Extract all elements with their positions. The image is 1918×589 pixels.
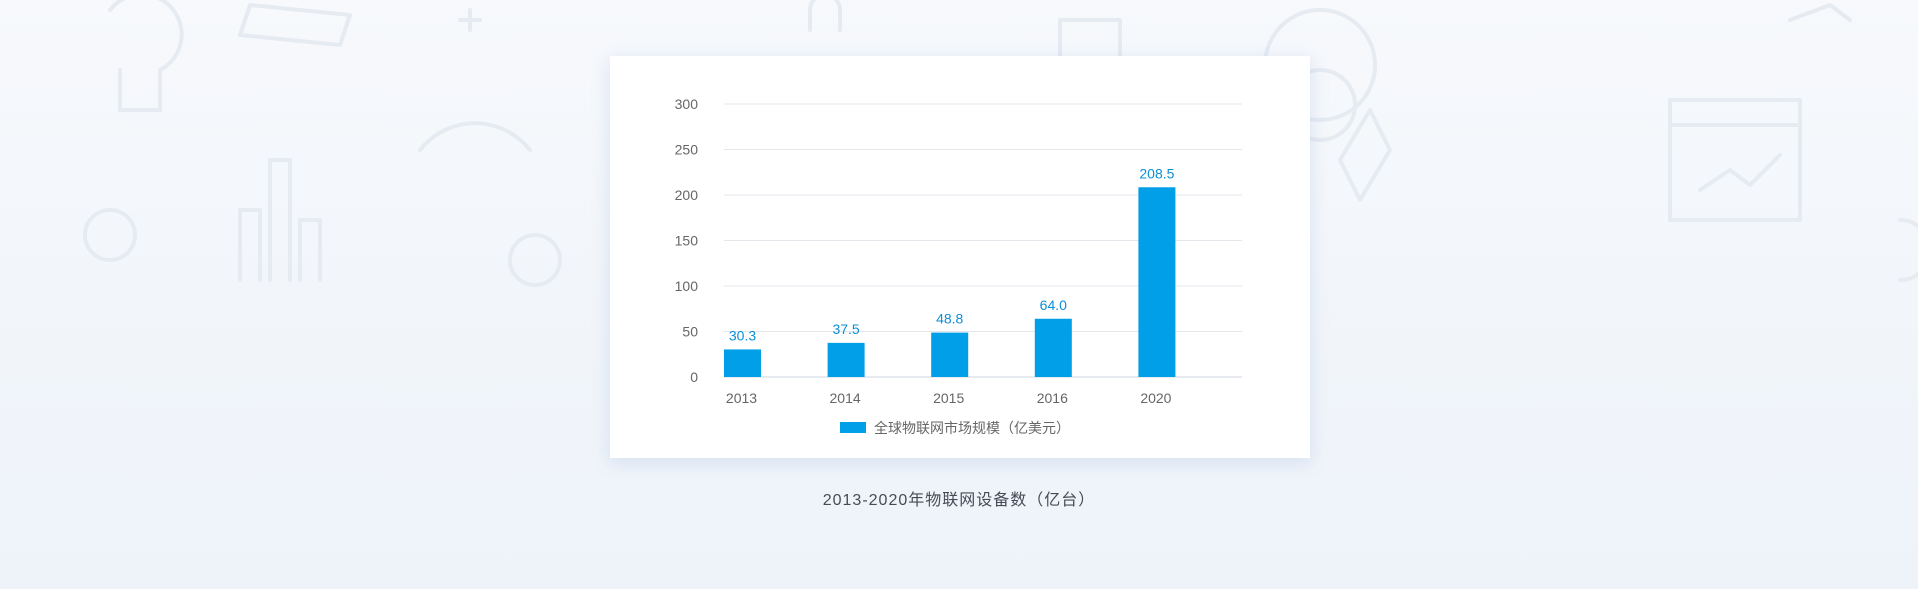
bar-icon: [1338, 108, 1392, 202]
x-tick-label: 2015: [933, 390, 964, 406]
circle-icon: [83, 208, 137, 262]
data-label: 64.0: [1040, 297, 1067, 313]
data-label: 208.5: [1139, 165, 1174, 181]
chart-card: 0 50 100 150 200 250 300 30.3 37.5 48.8 64.0 208.5…: [610, 56, 1310, 458]
lock-icon: [808, 0, 842, 32]
lightbulb-icon: [108, 0, 184, 112]
x-tick-label: 2016: [1037, 390, 1068, 406]
bench-icon: [238, 3, 352, 47]
browser-chart-icon: [1668, 98, 1802, 222]
bar: [931, 332, 969, 377]
legend-swatch: [840, 422, 866, 433]
y-tick-label: 200: [675, 187, 699, 203]
x-tick-label: 2020: [1140, 390, 1171, 406]
y-tick-label: 0: [690, 369, 698, 385]
data-label: 30.3: [729, 327, 756, 343]
data-label: 48.8: [936, 311, 963, 327]
bar: [1034, 318, 1072, 377]
bar: [724, 349, 761, 377]
y-tick-label: 300: [675, 96, 699, 112]
y-tick-label: 150: [675, 233, 699, 249]
x-tick-label: 2013: [726, 390, 757, 406]
board-icon: [1058, 18, 1122, 62]
circle-edge-icon: [1898, 218, 1918, 282]
y-tick-label: 50: [682, 324, 698, 340]
bar-chart-icon: [238, 158, 322, 282]
bar-chart: 0 50 100 150 200 250 300 30.3 37.5 48.8 64.0 208.5…: [675, 96, 1242, 436]
y-tick-label: 100: [675, 278, 699, 294]
x-tick-label: 2014: [830, 390, 861, 406]
bar: [827, 342, 865, 377]
figure-caption: 2013-2020年物联网设备数（亿台）: [822, 492, 1096, 509]
key-icon: [1788, 3, 1852, 22]
legend-label: 全球物联网市场规模（亿美元）: [874, 420, 1070, 436]
plus-icon: [458, 8, 482, 32]
y-tick-label: 250: [675, 142, 699, 158]
bar: [1138, 187, 1176, 377]
gauge-icon: [418, 121, 532, 152]
data-label: 37.5: [832, 321, 859, 337]
clock-icon: [508, 233, 562, 287]
